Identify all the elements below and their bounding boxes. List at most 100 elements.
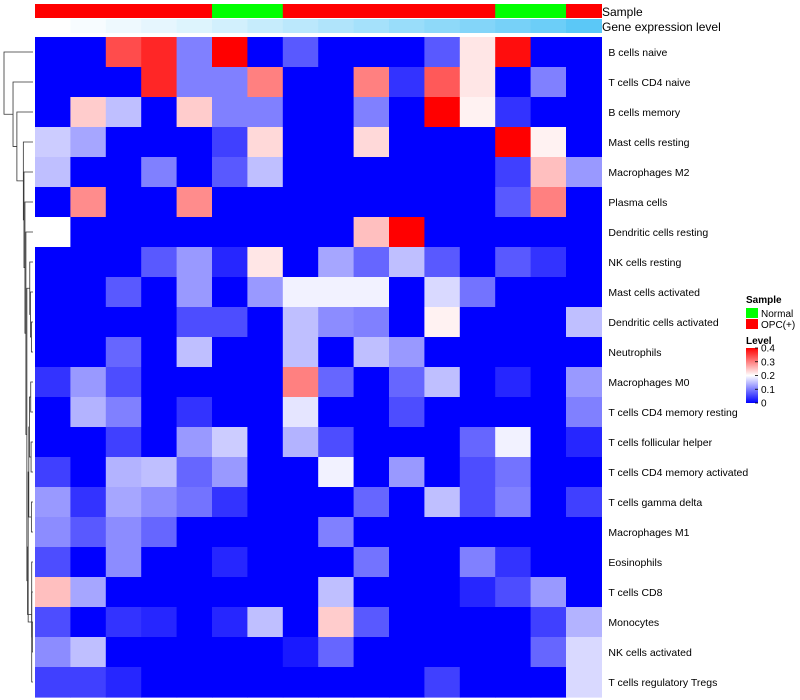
row-label: Macrophages M2 bbox=[608, 167, 689, 179]
heatmap-cell bbox=[459, 397, 496, 428]
heatmap-cell bbox=[459, 427, 496, 458]
sample-annotation-cell bbox=[176, 4, 213, 18]
row-dendrogram bbox=[3, 51, 33, 683]
row-label: Macrophages M1 bbox=[608, 527, 689, 539]
heatmap-cell bbox=[70, 607, 107, 638]
heatmap-cell bbox=[176, 667, 213, 698]
heatmap-cell bbox=[105, 457, 142, 488]
heatmap-cell bbox=[459, 247, 496, 278]
heatmap-cell bbox=[247, 547, 284, 578]
heatmap-cell bbox=[353, 337, 390, 368]
heatmap-cell bbox=[141, 337, 178, 368]
heatmap-cell bbox=[282, 337, 319, 368]
heatmap-cell bbox=[530, 637, 567, 668]
row-label: T cells gamma delta bbox=[608, 497, 702, 509]
heatmap-cell bbox=[247, 367, 284, 398]
heatmap-cell bbox=[530, 517, 567, 548]
heatmap-cell bbox=[566, 277, 602, 308]
heatmap-cell bbox=[247, 577, 284, 608]
heatmap-cell bbox=[70, 37, 107, 68]
heatmap-cell bbox=[247, 247, 284, 278]
heatmap-cell bbox=[176, 487, 213, 518]
legend-tick-label: 0.2 bbox=[761, 371, 775, 382]
dendrogram-branch bbox=[29, 396, 32, 458]
row-label: Plasma cells bbox=[608, 197, 667, 209]
heatmap-cell bbox=[530, 577, 567, 608]
heatmap-cell bbox=[282, 277, 319, 308]
heatmap-cell bbox=[318, 187, 355, 218]
heatmap-cell bbox=[212, 667, 248, 698]
heatmap-cell bbox=[176, 577, 213, 608]
heatmap-cell bbox=[530, 217, 567, 248]
dendrogram-branch bbox=[12, 81, 33, 147]
expression-annotation-cell bbox=[176, 19, 213, 33]
heatmap-cell bbox=[495, 427, 532, 458]
heatmap-cell bbox=[212, 547, 248, 578]
heatmap-cell bbox=[353, 277, 390, 308]
heatmap-cell bbox=[424, 127, 461, 158]
heatmap-cell bbox=[566, 637, 602, 668]
heatmap-cell bbox=[389, 337, 425, 368]
heatmap-cell bbox=[530, 607, 567, 638]
heatmap-cell bbox=[389, 37, 425, 68]
heatmap-cell bbox=[318, 307, 355, 338]
heatmap-cell bbox=[105, 517, 142, 548]
expression-annotation-cell bbox=[353, 19, 390, 33]
heatmap-cell bbox=[424, 337, 461, 368]
heatmap-cell bbox=[282, 547, 319, 578]
heatmap-cell bbox=[530, 337, 567, 368]
heatmap-cell bbox=[495, 547, 532, 578]
heatmap-cell bbox=[566, 247, 602, 278]
expression-annotation-cell bbox=[141, 19, 178, 33]
row-label: T cells follicular helper bbox=[608, 437, 712, 449]
heatmap-cell bbox=[424, 427, 461, 458]
expression-annotation-cell bbox=[282, 19, 319, 33]
heatmap-cell bbox=[35, 457, 71, 488]
heatmap-cell bbox=[282, 607, 319, 638]
row-labels: B cells naive T cells CD4 naive B cells me… bbox=[608, 47, 748, 689]
heatmap-cell bbox=[353, 667, 390, 698]
heatmap-cell bbox=[459, 667, 496, 698]
heatmap-cell bbox=[247, 67, 284, 98]
heatmap-cell bbox=[247, 37, 284, 68]
heatmap-cell bbox=[247, 187, 284, 218]
heatmap-cell bbox=[141, 127, 178, 158]
heatmap-cell bbox=[105, 397, 142, 428]
heatmap-cell bbox=[141, 607, 178, 638]
heatmap-cell bbox=[247, 637, 284, 668]
sample-annotation-cell bbox=[459, 4, 496, 18]
row-label: Dendritic cells resting bbox=[608, 227, 708, 239]
row-label: T cells CD4 naive bbox=[608, 77, 690, 89]
heatmap-cell bbox=[353, 427, 390, 458]
sample-annotation-cell bbox=[495, 4, 532, 18]
row-label: Macrophages M0 bbox=[608, 377, 689, 389]
heatmap-cell bbox=[459, 187, 496, 218]
expression-annotation-cell bbox=[70, 19, 107, 33]
heatmap-cell bbox=[35, 277, 71, 308]
heatmap-cell bbox=[495, 337, 532, 368]
heatmap-cell bbox=[530, 397, 567, 428]
heatmap-cell bbox=[318, 457, 355, 488]
heatmap-cell bbox=[566, 67, 602, 98]
heatmap-cell bbox=[495, 247, 532, 278]
heatmap-cell bbox=[212, 307, 248, 338]
heatmap-cell bbox=[141, 97, 178, 128]
heatmap-cell bbox=[141, 547, 178, 578]
heatmap-cell bbox=[212, 337, 248, 368]
heatmap-cell bbox=[318, 517, 355, 548]
heatmap-cell bbox=[318, 367, 355, 398]
heatmap-cells bbox=[35, 37, 602, 698]
heatmap-cell bbox=[176, 67, 213, 98]
sample-annotation-cell bbox=[212, 4, 248, 18]
row-label: Dendritic cells activated bbox=[608, 317, 718, 329]
heatmap-cell bbox=[35, 217, 71, 248]
heatmap-cell bbox=[212, 247, 248, 278]
dendrogram-branch bbox=[30, 441, 33, 473]
expression-annotation-label: Gene expression level bbox=[602, 20, 721, 34]
heatmap-cell bbox=[389, 217, 425, 248]
heatmap-cell bbox=[459, 367, 496, 398]
heatmap-cell bbox=[424, 187, 461, 218]
heatmap-cell bbox=[424, 217, 461, 248]
dendrogram-branch bbox=[3, 51, 33, 115]
heatmap-cell bbox=[105, 607, 142, 638]
